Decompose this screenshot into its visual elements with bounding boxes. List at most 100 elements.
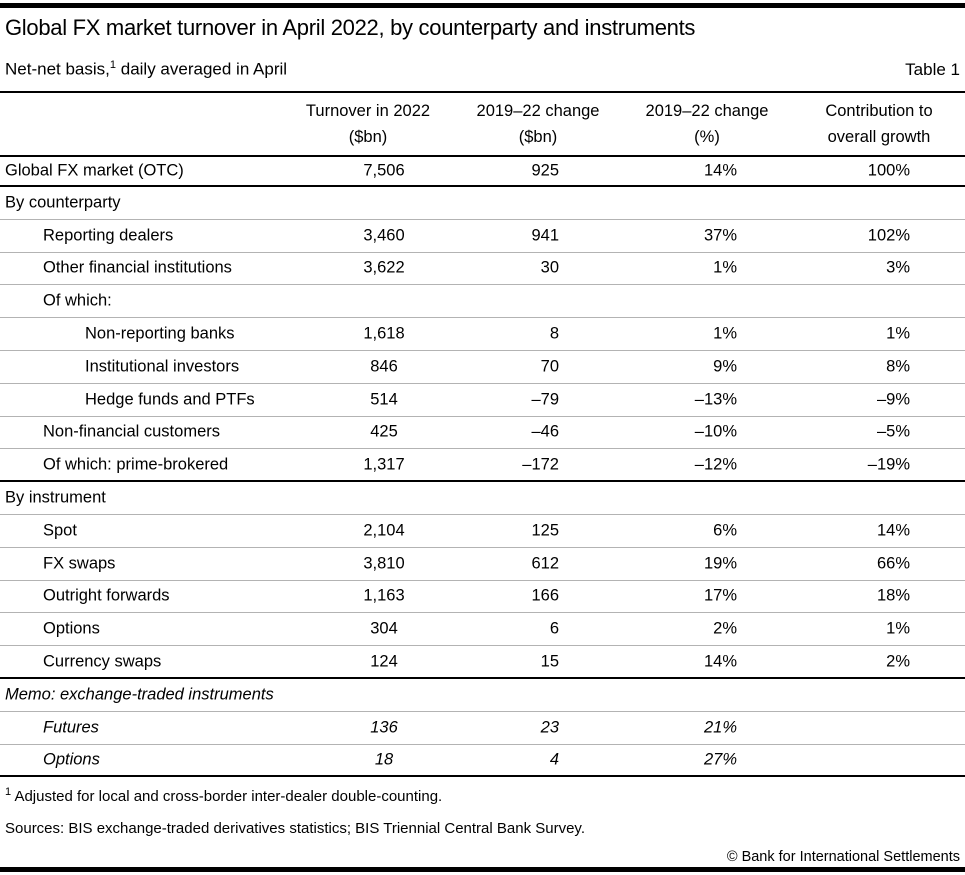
cell-value: 425 — [370, 422, 398, 441]
top-rule — [0, 3, 965, 8]
table-section-row: By instrument — [0, 482, 965, 515]
cell-value: 124 — [370, 652, 398, 671]
cell-value: 1,163 — [363, 586, 405, 605]
footnote: 1 Adjusted for local and cross-border in… — [5, 786, 443, 805]
cell-value: 14% — [876, 521, 910, 540]
row-label: Spot — [43, 521, 77, 540]
row-label: Futures — [43, 718, 99, 737]
column-header-change-bn: 2019–22 change ($bn) — [476, 102, 600, 146]
cell-value: –79 — [531, 390, 559, 409]
cell-value: –19% — [867, 455, 910, 474]
row-label: Options — [43, 750, 100, 769]
cell-value: 17% — [703, 586, 737, 605]
cell-value: 6 — [549, 619, 559, 638]
cell-value: 27% — [703, 750, 737, 769]
table-row: Hedge funds and PTFs 514 –79 –13% –9% — [0, 384, 965, 417]
cell-value: 304 — [370, 619, 398, 638]
cell-value: 1% — [713, 324, 737, 343]
row-label: Hedge funds and PTFs — [85, 390, 255, 409]
cell-value: 70 — [540, 357, 559, 376]
column-header-turnover: Turnover in 2022 ($bn) — [305, 102, 431, 146]
table-row: Of which: prime-brokered 1,317 –172 –12% –19… — [0, 449, 965, 483]
bottom-rule — [0, 867, 965, 872]
cell-value: –172 — [522, 455, 559, 474]
table-row: Options 18 4 27% — [0, 745, 965, 778]
cell-value: 102% — [867, 226, 910, 245]
cell-value: –10% — [694, 422, 737, 441]
table-row: Non-reporting banks 1,618 8 1% 1% — [0, 318, 965, 351]
copyright-line: © Bank for International Settlements — [726, 849, 960, 865]
cell-value: 925 — [531, 161, 559, 180]
cell-value: 15 — [540, 652, 559, 671]
column-header-change-pct: 2019–22 change (%) — [645, 102, 769, 146]
cell-value: –46 — [531, 422, 559, 441]
row-label: Outright forwards — [43, 586, 170, 605]
row-label: FX swaps — [43, 554, 116, 573]
row-label: Of which: prime-brokered — [43, 455, 229, 474]
cell-value: 1,317 — [363, 455, 405, 474]
page-title: Global FX market turnover in April 2022,… — [5, 15, 696, 40]
table-section-row: By counterparty — [0, 187, 965, 220]
cell-value: –13% — [694, 390, 737, 409]
row-label: Memo: exchange-traded instruments — [5, 685, 274, 704]
table-header-row: Turnover in 2022 ($bn) 2019–22 change ($… — [0, 91, 965, 157]
table-row: Spot 2,104 125 6% 14% — [0, 515, 965, 548]
cell-value: 3,810 — [363, 554, 405, 573]
cell-value: 3% — [886, 258, 910, 277]
subtitle-row: Net-net basis,1 daily averaged in April … — [5, 59, 960, 80]
table-row: Outright forwards 1,163 166 17% 18% — [0, 581, 965, 614]
row-label: Reporting dealers — [43, 226, 174, 245]
cell-value: 8% — [886, 357, 910, 376]
table-rows: Global FX market (OTC) 7,506 925 14% 100% By … — [0, 157, 965, 778]
cell-value: 4 — [549, 750, 559, 769]
cell-value: 3,460 — [363, 226, 405, 245]
table-section-row: Memo: exchange-traded instruments — [0, 679, 965, 712]
sources-line: Sources: BIS exchange-traded derivatives… — [5, 820, 585, 837]
subtitle: Net-net basis,1 daily averaged in April — [5, 59, 288, 79]
row-label: Other financial institutions — [43, 258, 232, 277]
row-label: Options — [43, 619, 100, 638]
row-label: By counterparty — [5, 193, 121, 212]
cell-value: 1% — [713, 258, 737, 277]
cell-value: 1% — [886, 324, 910, 343]
cell-value: –5% — [876, 422, 910, 441]
column-header-contribution: Contribution to overall growth — [825, 102, 933, 146]
table-section-row: Of which: — [0, 285, 965, 319]
cell-value: 2% — [886, 652, 910, 671]
row-label: Non-reporting banks — [85, 324, 235, 343]
cell-value: 66% — [876, 554, 910, 573]
cell-value: 612 — [531, 554, 559, 573]
cell-value: 14% — [703, 652, 737, 671]
cell-value: 21% — [703, 718, 737, 737]
row-label: Currency swaps — [43, 652, 162, 671]
table-number-label: Table 1 — [905, 59, 960, 79]
row-label: Global FX market (OTC) — [5, 161, 184, 180]
table-row: Futures 136 23 21% — [0, 712, 965, 745]
cell-value: 514 — [370, 390, 398, 409]
cell-value: 6% — [713, 521, 737, 540]
cell-value: 1,618 — [363, 324, 405, 343]
table-row: Reporting dealers 3,460 941 37% 102% — [0, 220, 965, 253]
cell-value: 8 — [549, 324, 559, 343]
cell-value: 125 — [531, 521, 559, 540]
table-row: Currency swaps 124 15 14% 2% — [0, 646, 965, 679]
cell-value: 846 — [370, 357, 398, 376]
data-table: Turnover in 2022 ($bn) 2019–22 change ($… — [0, 91, 965, 778]
cell-value: 19% — [703, 554, 737, 573]
cell-value: 2% — [713, 619, 737, 638]
cell-value: 18% — [876, 586, 910, 605]
cell-value: 7,506 — [363, 161, 405, 180]
cell-value: 37% — [703, 226, 737, 245]
row-label: Of which: — [43, 291, 112, 310]
table-row: Institutional investors 846 70 9% 8% — [0, 351, 965, 384]
footnote-marker: 1 — [5, 786, 12, 798]
cell-value: 9% — [713, 357, 737, 376]
cell-value: 136 — [370, 718, 398, 737]
table-row: Global FX market (OTC) 7,506 925 14% 100% — [0, 157, 965, 187]
table-row: Non-financial customers 425 –46 –10% –5% — [0, 417, 965, 450]
cell-value: 14% — [703, 161, 737, 180]
cell-value: 2,104 — [363, 521, 405, 540]
table-row: Options 304 6 2% 1% — [0, 613, 965, 647]
footnote-marker: 1 — [109, 59, 117, 71]
cell-value: 1% — [886, 619, 910, 638]
